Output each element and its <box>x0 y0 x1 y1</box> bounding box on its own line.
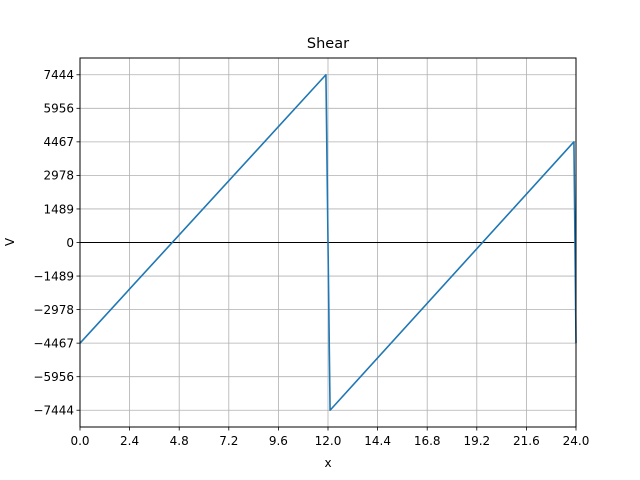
x-axis-label: x <box>324 456 331 470</box>
x-tick-label: 24.0 <box>563 434 590 448</box>
y-tick-label: −1489 <box>33 269 74 283</box>
x-tick-label: 7.2 <box>219 434 238 448</box>
x-axis-ticks: 0.0 2.4 4.8 7.2 9.6 12.0 14.4 16.8 19.2 21.6 24.0 <box>70 427 589 448</box>
x-tick-label: 12.0 <box>315 434 342 448</box>
chart-title: Shear <box>307 36 349 52</box>
y-tick-label: 5956 <box>43 102 74 116</box>
y-tick-label: −7444 <box>33 404 74 418</box>
x-tick-label: 0.0 <box>70 434 89 448</box>
y-tick-label: −2978 <box>33 303 74 317</box>
x-tick-label: 9.6 <box>269 434 288 448</box>
y-axis-ticks: 7444 5956 4467 2978 1489 0 −1489 −2978 −4467 −595… <box>33 68 80 418</box>
x-tick-label: 16.8 <box>414 434 441 448</box>
y-tick-label: −4467 <box>33 336 74 350</box>
y-axis-label: V <box>3 237 17 246</box>
x-tick-label: 19.2 <box>463 434 490 448</box>
x-tick-label: 4.8 <box>170 434 189 448</box>
shear-series-line <box>79 73 577 412</box>
y-tick-label: −5956 <box>33 370 74 384</box>
x-tick-label: 2.4 <box>120 434 139 448</box>
y-tick-label: 7444 <box>43 68 74 82</box>
y-tick-label: 0 <box>66 236 74 250</box>
x-tick-label: 21.6 <box>513 434 540 448</box>
y-tick-label: 2978 <box>43 169 74 183</box>
series-group <box>79 73 577 412</box>
y-tick-label: 4467 <box>43 135 74 149</box>
y-tick-label: 1489 <box>43 202 74 216</box>
x-tick-label: 14.4 <box>364 434 391 448</box>
